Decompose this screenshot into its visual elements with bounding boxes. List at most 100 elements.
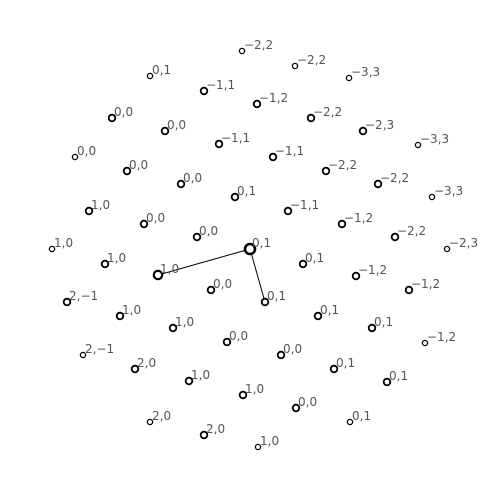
lattice-point: 0,1 bbox=[346, 409, 371, 426]
lattice-point: 0,1 bbox=[243, 236, 271, 256]
lattice-point-dot bbox=[321, 166, 331, 176]
lattice-point: −2,2 bbox=[390, 224, 426, 242]
lattice-point: −2,2 bbox=[238, 38, 273, 55]
lattice-point-label: 1,0 bbox=[54, 236, 73, 250]
lattice-point-label: 1,0 bbox=[122, 303, 141, 317]
lattice-point: 0,0 bbox=[122, 158, 148, 176]
lattice-point: 0,0 bbox=[206, 277, 232, 295]
lattice-point-dot bbox=[206, 285, 216, 295]
lattice-point-dot bbox=[160, 126, 170, 136]
lattice-point-label: 0,0 bbox=[183, 171, 202, 185]
lattice-point-label: 2,−1 bbox=[85, 342, 114, 356]
lattice-point-dot bbox=[306, 113, 316, 123]
lattice-point-label: 0,1 bbox=[237, 184, 256, 198]
lattice-point: 0,1 bbox=[260, 289, 286, 307]
lattice-point: 1,0 bbox=[115, 303, 141, 321]
lattice-point-dot bbox=[421, 339, 429, 347]
lattice-point-dot bbox=[100, 259, 110, 269]
lattice-point-dot bbox=[358, 126, 368, 136]
lattice-point-dot bbox=[351, 271, 361, 281]
lattice-point-label: −3,3 bbox=[434, 184, 463, 198]
lattice-point: −3,3 bbox=[414, 132, 449, 149]
lattice-point-label: 1,0 bbox=[191, 368, 210, 382]
lattice-point-dot bbox=[130, 364, 140, 374]
lattice-point-label: 0,0 bbox=[213, 277, 232, 291]
lattice-point-dot bbox=[404, 285, 414, 295]
lattice-point-dot bbox=[443, 245, 451, 253]
lattice-point: −2,2 bbox=[373, 171, 409, 189]
lattice-point-dot bbox=[122, 166, 132, 176]
lattice-point-label: 1,0 bbox=[107, 251, 126, 265]
lattice-point-label: 1,0 bbox=[175, 315, 194, 329]
lattice-point-label: −1,1 bbox=[290, 198, 319, 212]
lattice-point: 0,0 bbox=[176, 171, 202, 189]
lattice-point-label: 0,1 bbox=[389, 369, 408, 383]
lattice-point: 2,0 bbox=[130, 356, 156, 374]
lattice-point-dot bbox=[291, 403, 301, 413]
basis-vector-b bbox=[249, 248, 266, 303]
lattice-point-label: 0,1 bbox=[305, 251, 324, 265]
lattice-point-dot bbox=[382, 377, 392, 387]
lattice-point: 0,1 bbox=[298, 251, 324, 269]
lattice-point: −1,1 bbox=[268, 144, 304, 162]
lattice-point-dot bbox=[71, 153, 79, 161]
lattice-point: 0,0 bbox=[291, 395, 317, 413]
lattice-point-dot bbox=[428, 193, 436, 201]
lattice-point-label: 2,0 bbox=[152, 409, 171, 423]
lattice-point-label: 0,1 bbox=[267, 289, 286, 303]
lattice-point: −1,1 bbox=[283, 198, 319, 216]
lattice-point-dot bbox=[329, 364, 339, 374]
lattice-point: 1,0 bbox=[84, 198, 110, 216]
lattice-point: −1,1 bbox=[199, 78, 235, 96]
lattice-point-label: −1,2 bbox=[358, 263, 387, 277]
lattice-point-dot bbox=[238, 390, 248, 400]
lattice-point-label: 0,1 bbox=[352, 409, 371, 423]
lattice-point-label: −1,2 bbox=[259, 91, 288, 105]
lattice-point-label: 0,0 bbox=[114, 105, 133, 119]
lattice-point: 0,1 bbox=[382, 369, 408, 387]
lattice-point: 1,0 bbox=[48, 236, 73, 253]
lattice-point-dot bbox=[222, 337, 232, 347]
lattice-point: −2,2 bbox=[291, 53, 326, 70]
lattice-point-dot bbox=[390, 232, 400, 242]
lattice-point: −1,2 bbox=[252, 91, 288, 109]
lattice-point: 0,0 bbox=[139, 211, 165, 229]
lattice-point-label: −1,1 bbox=[206, 78, 235, 92]
lattice-point-dot bbox=[176, 179, 186, 189]
lattice-point: 2,0 bbox=[199, 422, 225, 440]
lattice-point: 0,0 bbox=[160, 118, 186, 136]
lattice-point-dot bbox=[276, 350, 286, 360]
lattice-point-dot bbox=[345, 74, 353, 82]
lattice-point-label: 0,1 bbox=[336, 356, 355, 370]
lattice-point-label: −3,3 bbox=[351, 65, 380, 79]
lattice-point: −2,3 bbox=[358, 118, 394, 136]
lattice-point-label: −2,3 bbox=[365, 118, 394, 132]
lattice-point-label: −1,2 bbox=[411, 277, 440, 291]
lattice-point-dot bbox=[84, 206, 94, 216]
lattice-point: −1,2 bbox=[351, 263, 387, 281]
lattice-point: 0,1 bbox=[146, 63, 171, 80]
lattice-point-label: −2,2 bbox=[313, 105, 342, 119]
lattice-point-dot bbox=[199, 86, 209, 96]
lattice-point-label: −2,2 bbox=[397, 224, 426, 238]
lattice-point: 1,0 bbox=[238, 382, 264, 400]
lattice-point-label: 0,0 bbox=[283, 342, 302, 356]
lattice-point-dot bbox=[230, 192, 240, 202]
lattice-point-dot bbox=[79, 351, 87, 359]
lattice-point-dot bbox=[139, 219, 149, 229]
lattice-point-dot bbox=[367, 323, 377, 333]
lattice-point-dot bbox=[243, 242, 257, 256]
lattice-point: 0,1 bbox=[329, 356, 355, 374]
lattice-point-dot bbox=[184, 376, 194, 386]
lattice-point: 0,0 bbox=[107, 105, 133, 123]
lattice-point: −3,3 bbox=[428, 184, 463, 201]
lattice-point-label: −2,3 bbox=[449, 236, 478, 250]
lattice-point: −2,2 bbox=[306, 105, 342, 123]
lattice-point-label: 0,0 bbox=[77, 144, 96, 158]
lattice-point: 0,0 bbox=[71, 144, 96, 161]
lattice-point: 1,0 bbox=[100, 251, 126, 269]
lattice-point-label: −3,3 bbox=[420, 132, 449, 146]
lattice-point-label: 0,0 bbox=[199, 224, 218, 238]
lattice-point: 0,1 bbox=[230, 184, 256, 202]
